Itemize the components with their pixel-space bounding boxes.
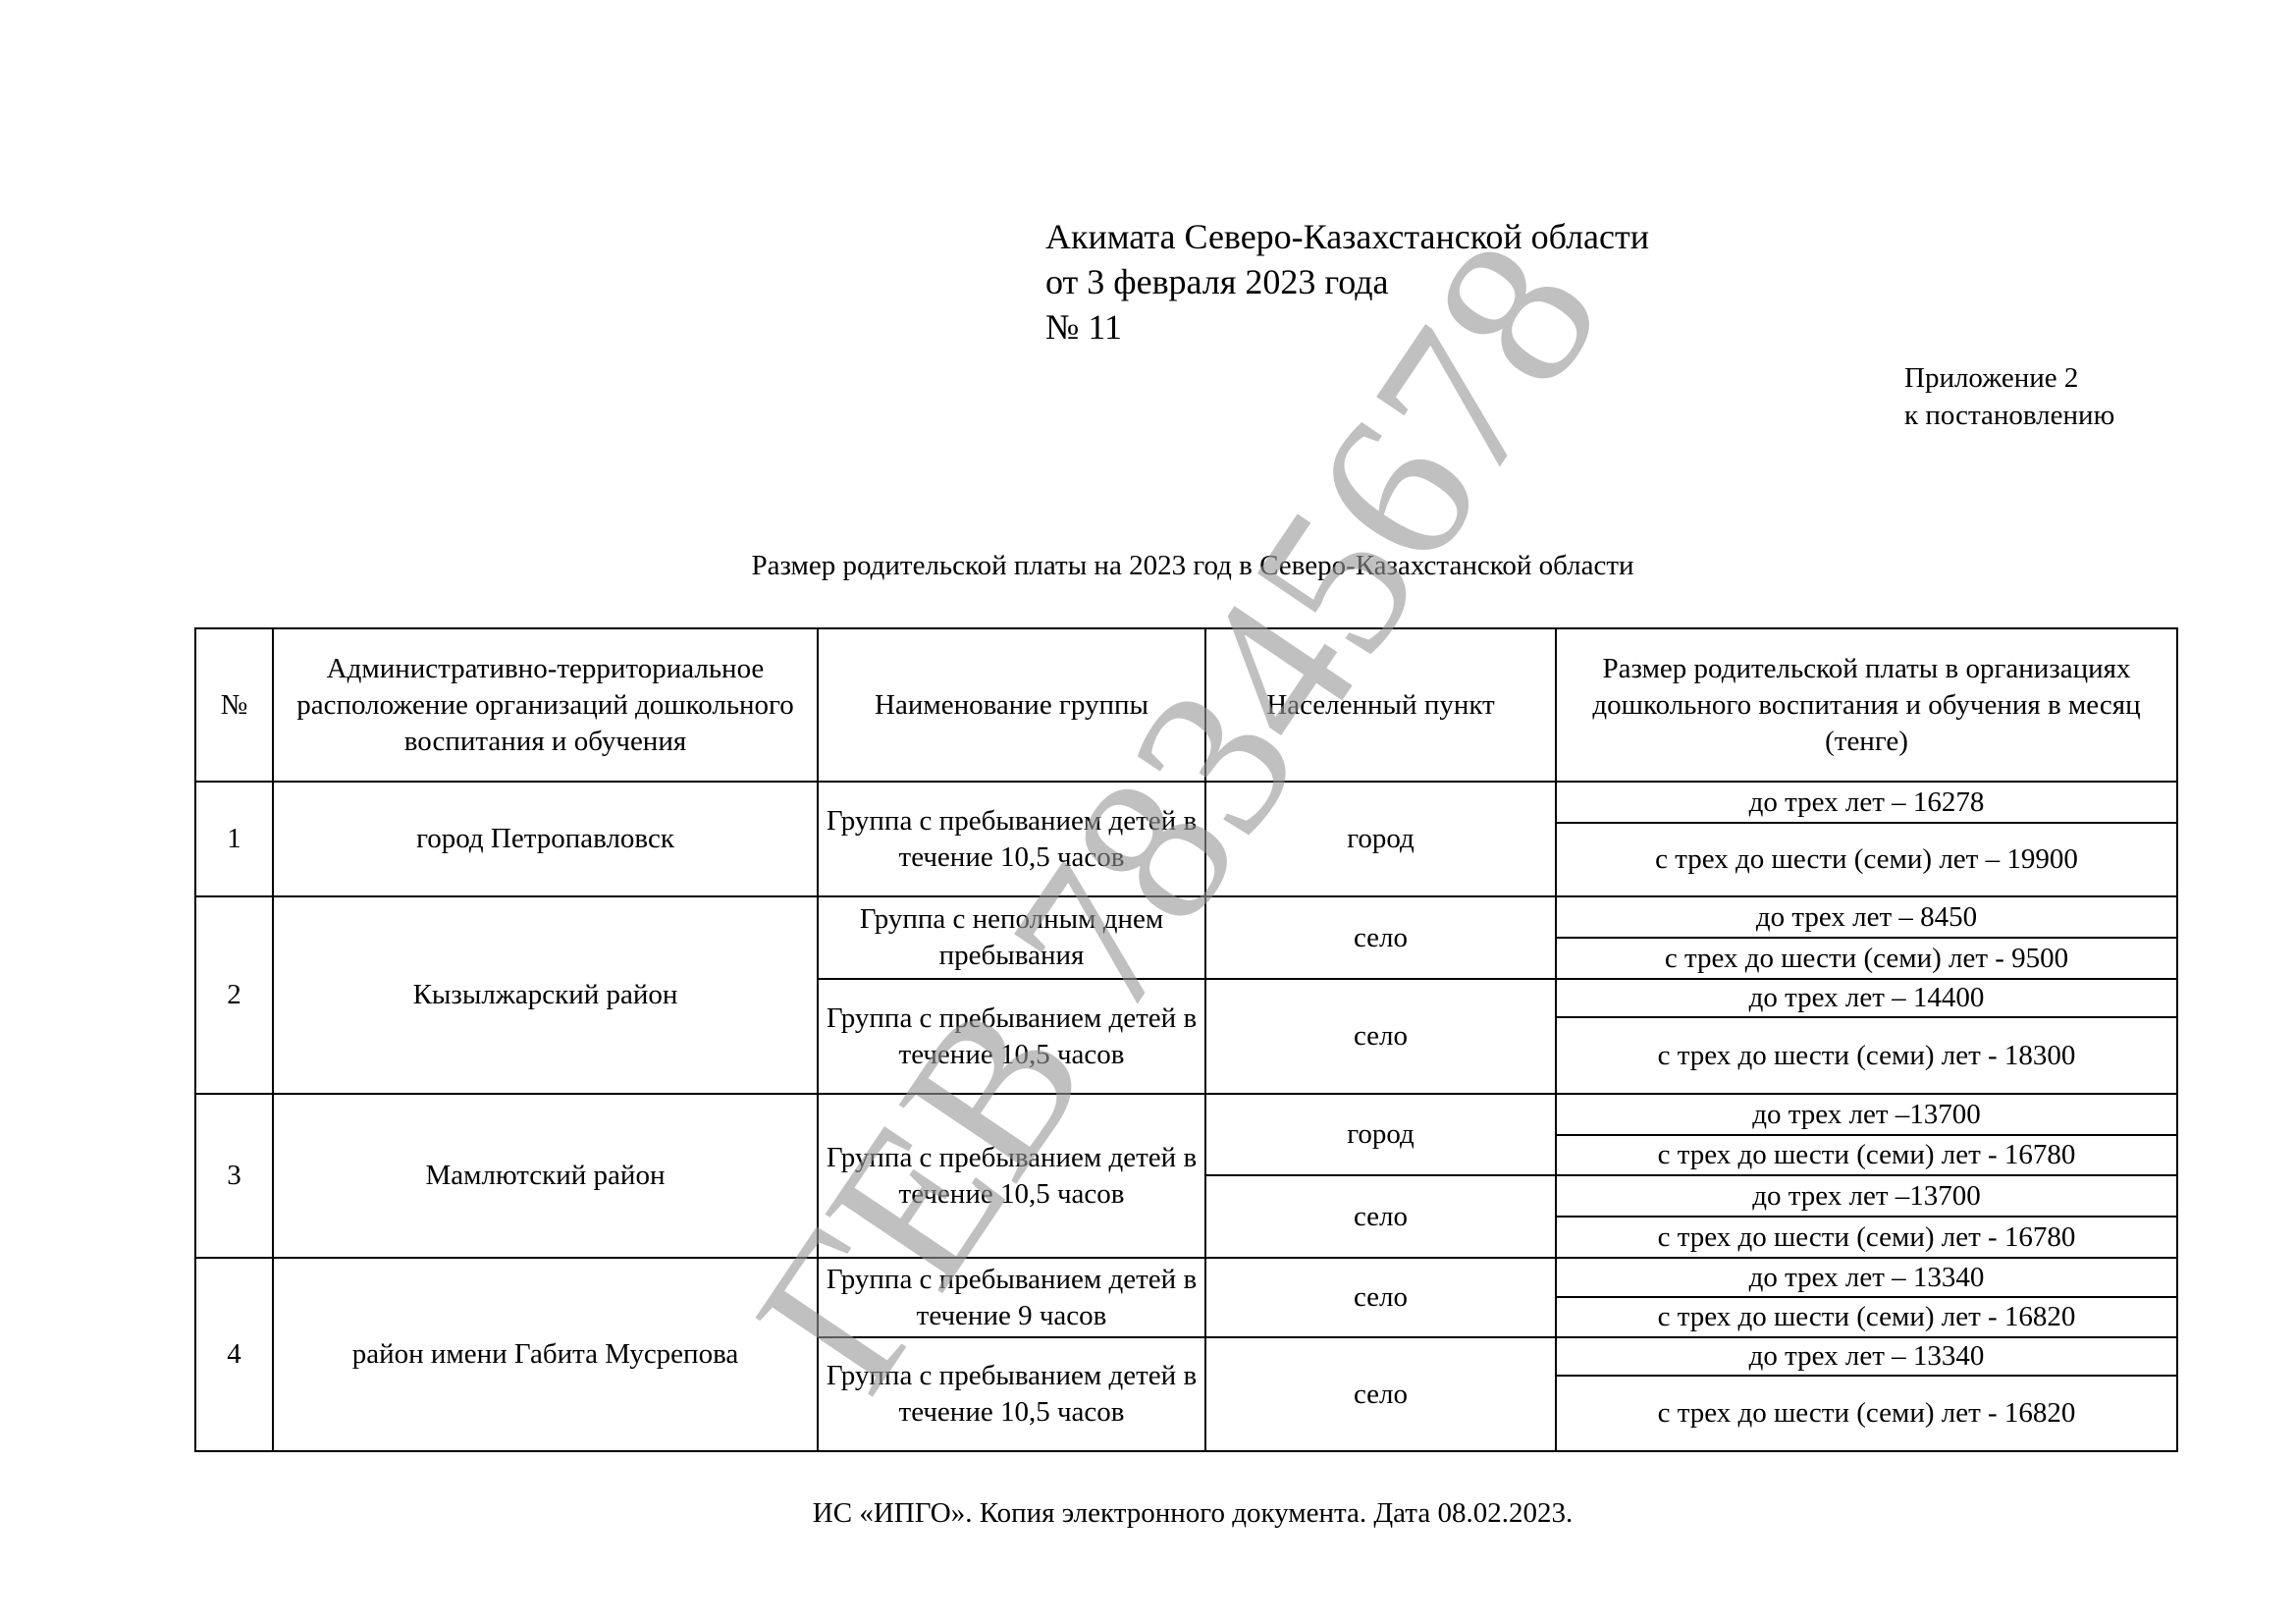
row-fee: с трех до шести (семи) лет - 16780 [1555, 1134, 2178, 1176]
row-fee: до трех лет –13700 [1555, 1093, 2178, 1136]
row-fee: до трех лет – 14400 [1555, 978, 2178, 1018]
row-fee: до трех лет –13700 [1555, 1174, 2178, 1218]
row-num: 1 [194, 781, 274, 897]
header-district: Административно-территориальное располож… [272, 627, 819, 783]
row-district: Мамлютский район [272, 1093, 819, 1259]
row-place: город [1204, 781, 1557, 897]
appendix-line-1: Приложение 2 [1904, 362, 2079, 394]
row-num: 4 [194, 1257, 274, 1452]
row-num: 3 [194, 1093, 274, 1259]
row-place: город [1204, 1093, 1557, 1176]
header-num: № [194, 627, 274, 783]
header-line-2: от 3 февраля 2023 года [1045, 262, 1389, 301]
row-place: село [1204, 1257, 1557, 1338]
resolution-header: Акимата Северо-Казахстанской области от … [1045, 214, 1649, 350]
row-fee: с трех до шести (семи) лет - 9500 [1555, 937, 2178, 980]
row-fee: до трех лет – 13340 [1555, 1257, 2178, 1298]
appendix-note: Приложение 2 к постановлению [1904, 359, 2114, 434]
table-row: 1 город Петропавловск Группа с пребывани… [194, 781, 2178, 897]
row-group: Группа с пребыванием детей в течение 10,… [817, 781, 1206, 897]
table-header-row: № Административно-территориальное распол… [194, 627, 2178, 783]
row-group: Группа с неполным днем пребывания [817, 895, 1206, 980]
row-fee: с трех до шести (семи) лет - 16780 [1555, 1216, 2178, 1259]
table-row: 3 Мамлютский район Группа с пребыванием … [194, 1093, 2178, 1259]
row-district: район имени Габита Мусрепова [272, 1257, 819, 1452]
row-place: село [1204, 978, 1557, 1095]
row-fee: до трех лет – 16278 [1555, 781, 2178, 824]
header-place: Населенный пункт [1204, 627, 1557, 783]
row-place: село [1204, 1336, 1557, 1452]
row-fee: с трех до шести (семи) лет – 19900 [1555, 822, 2178, 897]
row-group: Группа с пребыванием детей в течение 10,… [817, 1093, 1206, 1259]
row-group: Группа с пребыванием детей в течение 9 ч… [817, 1257, 1206, 1338]
header-group: Наименование группы [817, 627, 1206, 783]
fee-table: № Административно-территориальное распол… [194, 627, 2178, 1452]
appendix-line-2: к постановлению [1904, 400, 2115, 431]
table-row: 4 район имени Габита Мусрепова Группа с … [194, 1257, 2178, 1452]
row-fee: с трех до шести (семи) лет - 16820 [1555, 1296, 2178, 1338]
row-fee: до трех лет – 13340 [1555, 1336, 2178, 1377]
document-title: Размер родительской платы на 2023 год в … [751, 550, 1634, 581]
row-group: Группа с пребыванием детей в течение 10,… [817, 978, 1206, 1095]
row-place: село [1204, 895, 1557, 980]
row-num: 2 [194, 895, 274, 1095]
header-fee: Размер родительской платы в организациях… [1555, 627, 2178, 783]
row-fee: с трех до шести (семи) лет - 18300 [1555, 1016, 2178, 1095]
footer-note: ИС «ИПГО». Копия электронного документа.… [812, 1497, 1574, 1529]
row-district: Кызылжарский район [272, 895, 819, 1095]
table-row: 2 Кызылжарский район Группа с неполным д… [194, 895, 2178, 1095]
header-line-3: № 11 [1045, 307, 1123, 347]
row-place: село [1204, 1174, 1557, 1259]
row-fee: до трех лет – 8450 [1555, 895, 2178, 939]
row-fee: с трех до шести (семи) лет - 16820 [1555, 1375, 2178, 1452]
row-district: город Петропавловск [272, 781, 819, 897]
row-group: Группа с пребыванием детей в течение 10,… [817, 1336, 1206, 1452]
header-line-1: Акимата Северо-Казахстанской области [1045, 217, 1649, 256]
